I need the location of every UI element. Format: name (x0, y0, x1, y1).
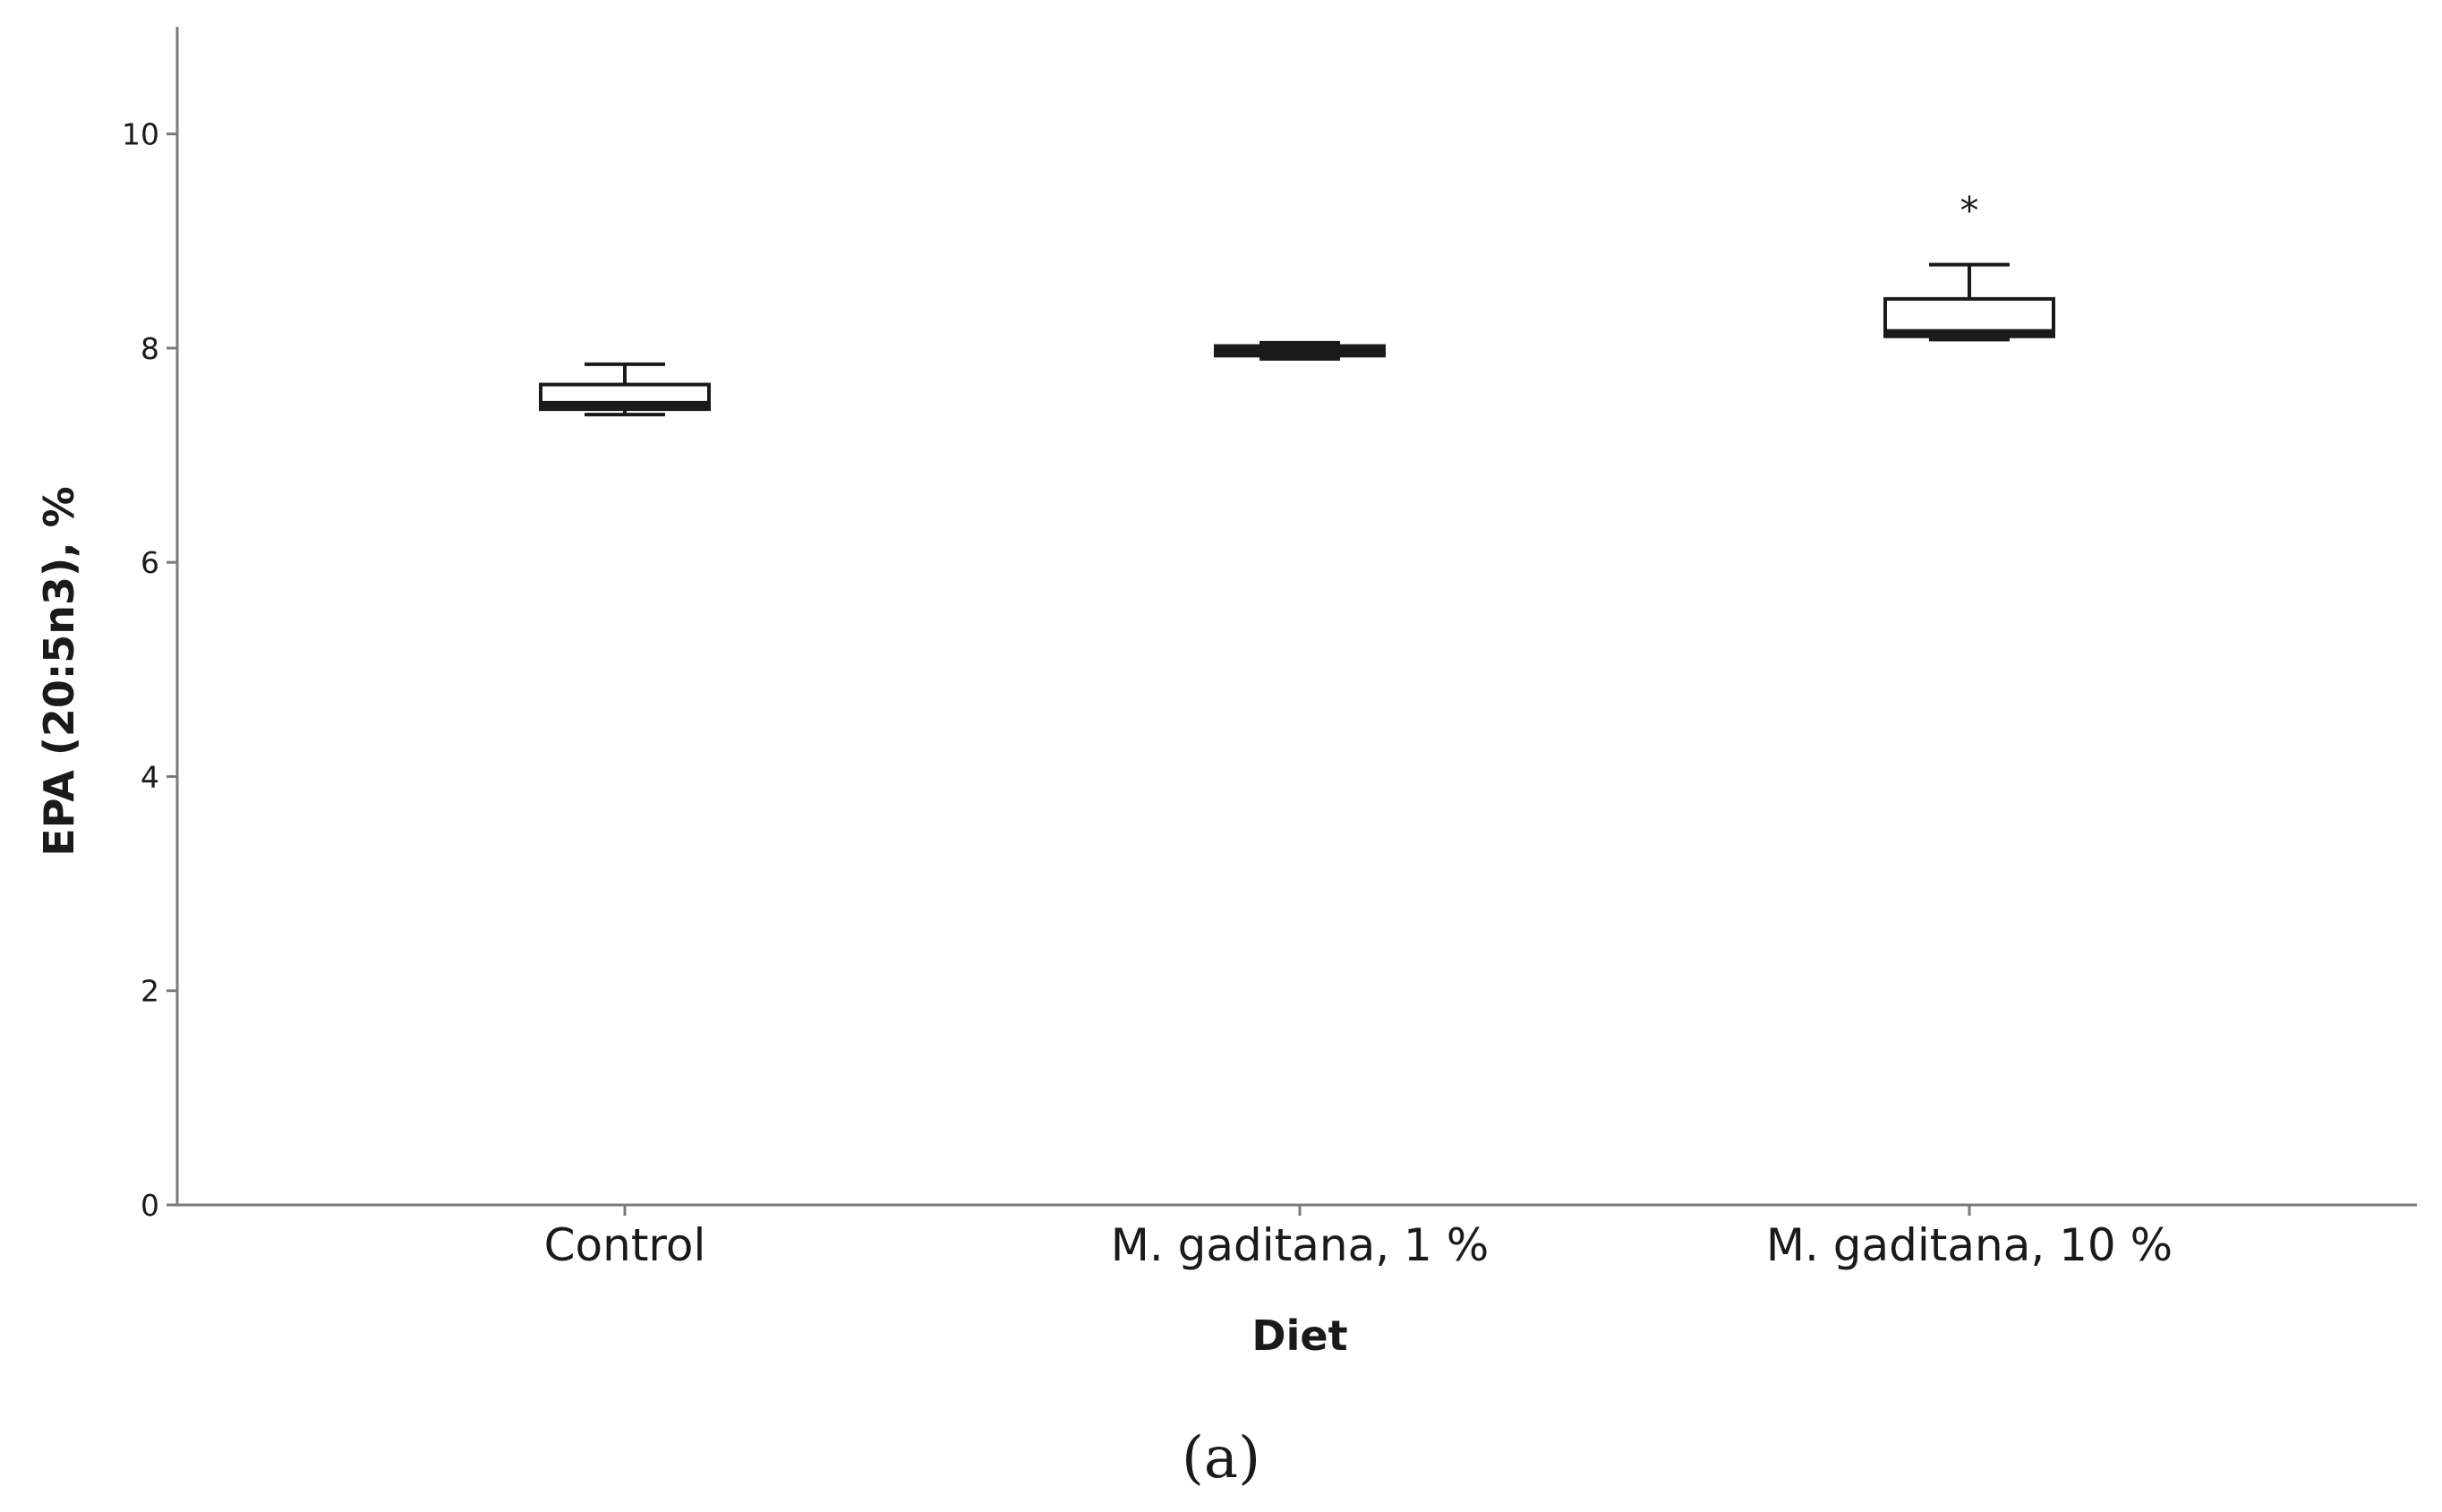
y-axis-title: EPA (20:5n3), % (35, 486, 83, 856)
y-tick-label: 4 (141, 759, 159, 794)
x-tick-label: M. gaditana, 1 % (1111, 1219, 1490, 1271)
y-tick-label: 0 (141, 1188, 159, 1223)
plot-axes (175, 27, 2417, 1207)
box-group (539, 362, 711, 417)
outlier-marker: * (1960, 188, 1979, 232)
box-series: * (539, 188, 2055, 417)
y-axis-ticks: 0 2 4 6 8 10 (122, 117, 177, 1223)
y-tick-label: 8 (141, 331, 159, 366)
box-group: * (1883, 188, 2055, 342)
panel-label: (a) (1182, 1425, 1260, 1491)
x-axis-title: Diet (1251, 1311, 1347, 1360)
x-tick-label: Control (544, 1219, 706, 1271)
y-tick-label: 10 (122, 117, 159, 152)
x-tick-label: M. gaditana, 10 % (1766, 1219, 2173, 1271)
box-group (1214, 340, 1386, 361)
y-tick-label: 2 (141, 974, 159, 1009)
y-tick-label: 6 (141, 545, 159, 580)
x-axis-ticks: Control M. gaditana, 1 % M. gaditana, 10 % (544, 1205, 2173, 1271)
